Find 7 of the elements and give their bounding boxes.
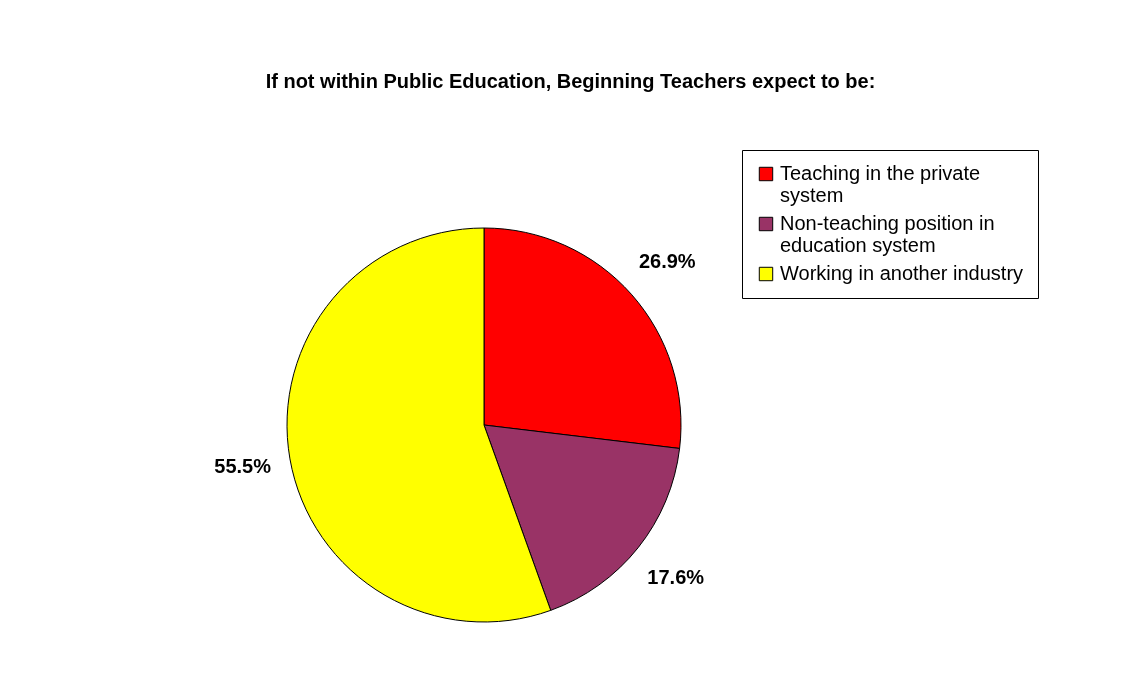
chart-title: If not within Public Education, Beginning Teachers expect to be: <box>265 70 876 92</box>
legend-label: Non-teaching position in education system <box>780 212 995 256</box>
legend-label: Teaching in the private system <box>780 162 981 206</box>
legend-label: Working in another industry <box>780 262 1024 284</box>
data-label: 26.9% <box>638 250 696 273</box>
data-label: 17.6% <box>647 565 705 588</box>
data-label: 55.5% <box>214 455 272 478</box>
